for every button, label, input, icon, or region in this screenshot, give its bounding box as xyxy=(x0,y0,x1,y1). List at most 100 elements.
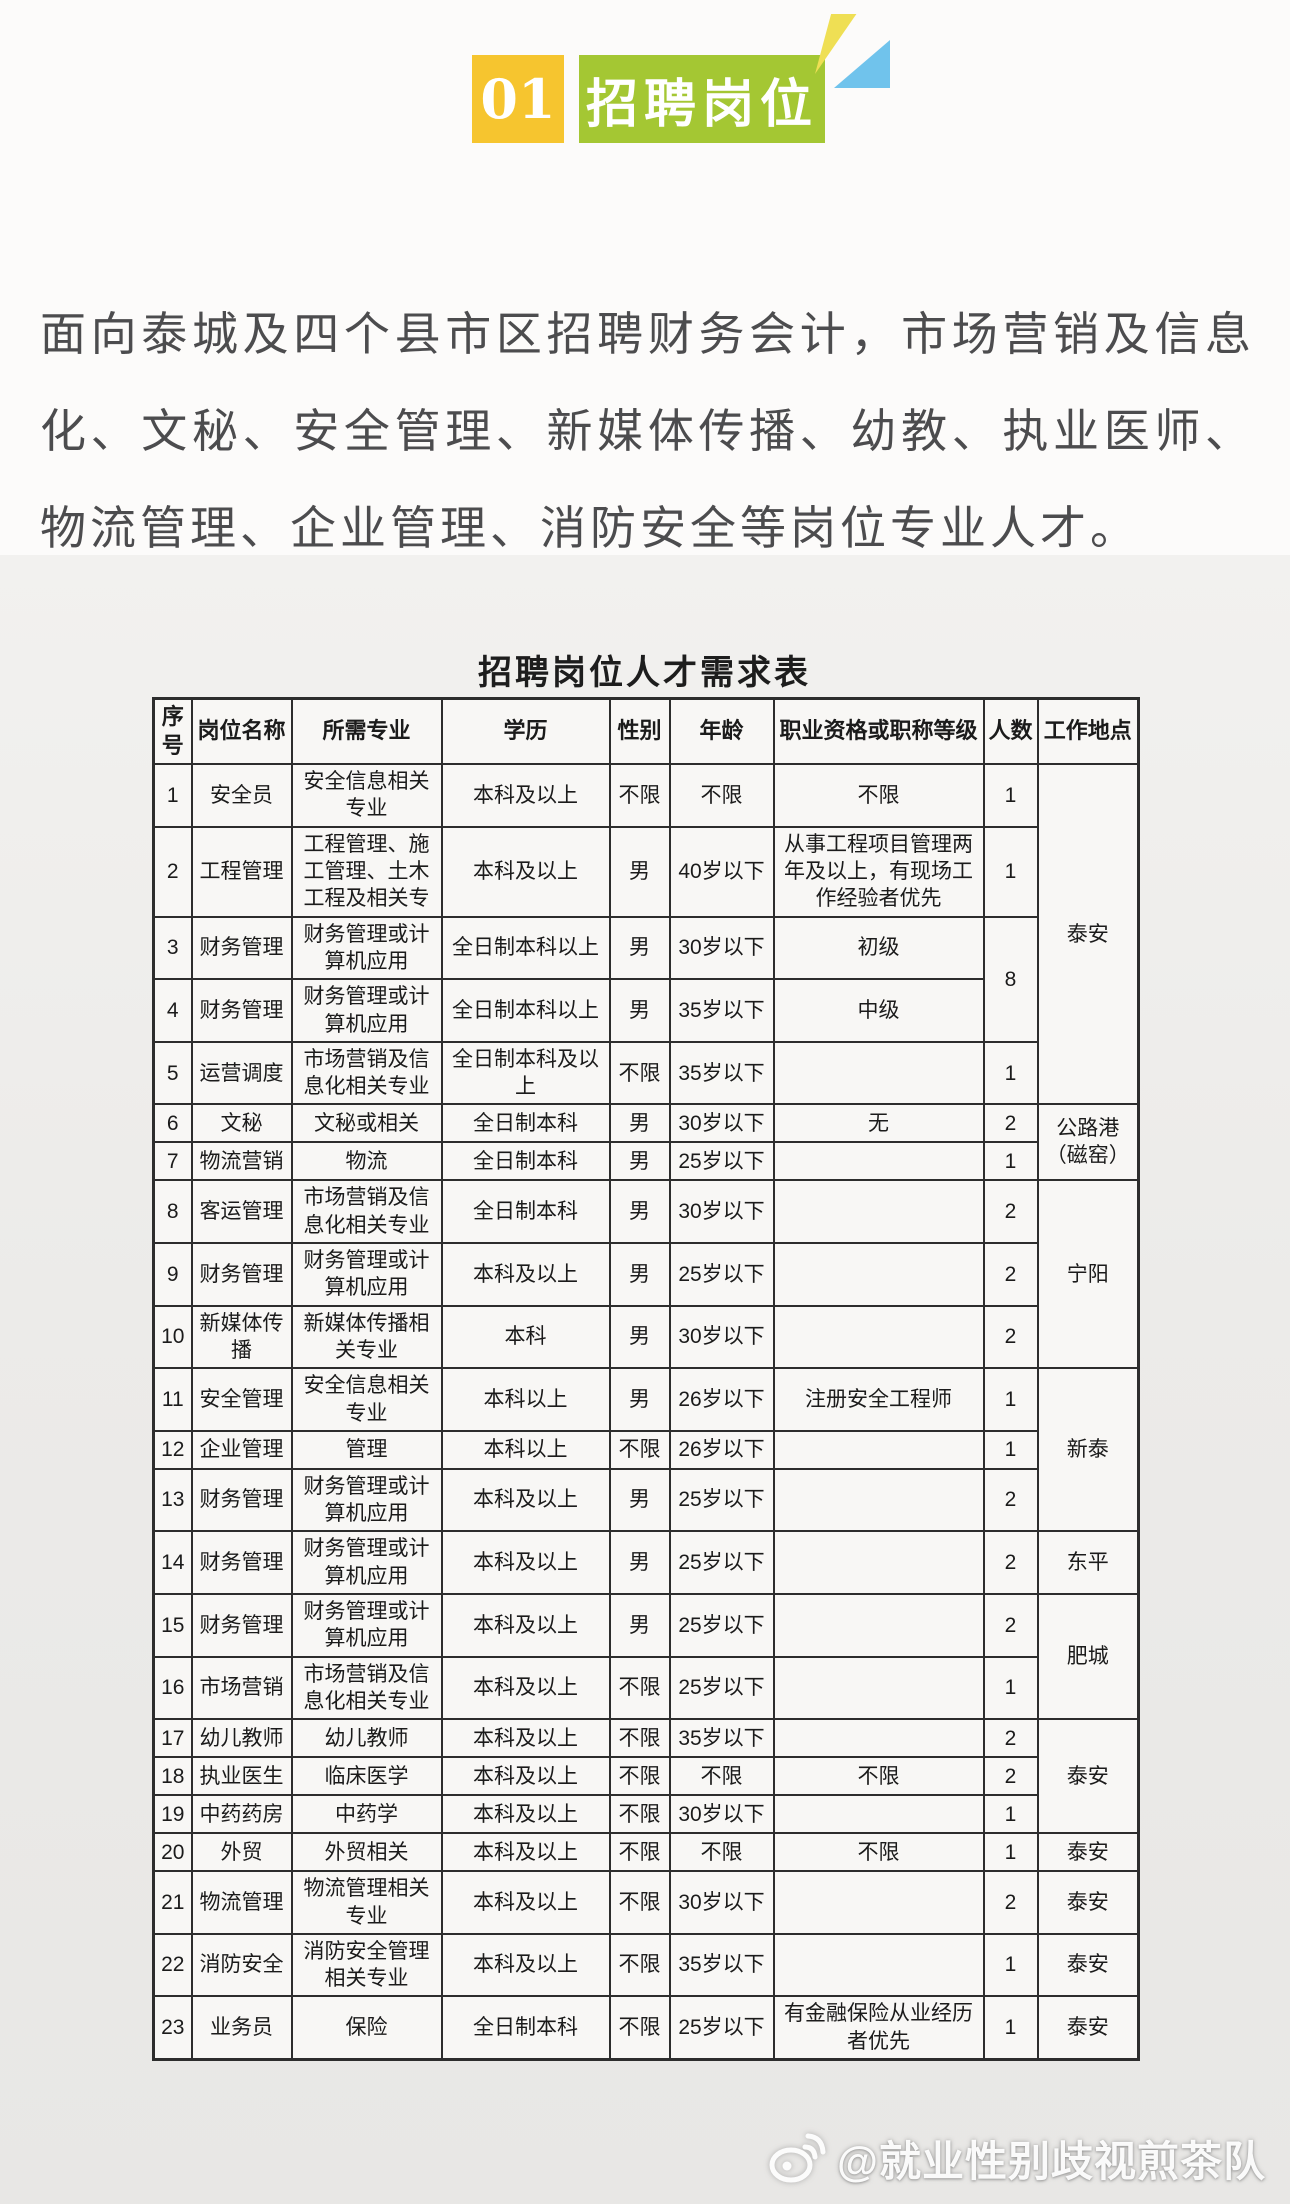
table-cell: 本科及以上 xyxy=(440,1932,611,1998)
table-cell: 21 xyxy=(152,1870,193,1935)
table-row: 23 业务员 保险 全日制本科 不限 25岁以下 有金融保险从业经历者优先 1 泰安 xyxy=(152,1995,1140,2061)
table-cell: 9 xyxy=(152,1242,193,1307)
table-row: 8 客运管理 市场营销及信息化相关专业 全日制本科男 30岁以下 2 宁阳 xyxy=(152,1179,1140,1370)
table-cell: 本科以上 xyxy=(440,1367,611,1432)
table-cell: 男 xyxy=(608,1242,671,1307)
table-cell: 本科及以上 xyxy=(440,1655,611,1721)
table-title: 招聘岗位人才需求表 xyxy=(478,655,811,692)
table-cell xyxy=(772,1870,985,1935)
table-cell: 新泰 xyxy=(1036,1367,1140,1533)
table-cell: 外贸 xyxy=(190,1832,293,1873)
table-cell: 企业管理 xyxy=(190,1429,293,1470)
table-cell: 22 xyxy=(152,1932,193,1998)
column-header: 所需专业 xyxy=(290,697,443,766)
decorative-blue-triangle xyxy=(834,40,890,88)
table-cell: 管理 xyxy=(290,1429,443,1470)
table-cell: 本科及以上 xyxy=(440,1870,611,1935)
table-cell: 不限 xyxy=(608,1429,671,1470)
table-cell: 不限 xyxy=(772,1756,985,1797)
table-cell: 35岁以下 xyxy=(668,1718,775,1759)
table-row: 1 安全员 安全信息相关专业 本科及以上 不限 不限 不限 1 泰安 xyxy=(152,763,1140,1106)
column-header: 年龄 xyxy=(668,697,775,766)
table-cell: 泰安 xyxy=(1036,1995,1140,2061)
table-cell: 男 xyxy=(608,825,671,918)
table-cell: 全日制本科 xyxy=(440,1179,611,1245)
table-cell: 男 xyxy=(608,1530,671,1596)
table-cell: 男 xyxy=(608,978,671,1043)
table-cell: 泰安 xyxy=(1036,1832,1140,1873)
table-cell: 从事工程项目管理两年及以上，有现场工作经验者优先 xyxy=(772,825,985,918)
table-cell: 本科 xyxy=(440,1304,611,1370)
table-cell: 2 xyxy=(982,1242,1039,1307)
table-cell: 不限 xyxy=(668,1832,775,1873)
intro-paragraph: 面向泰城及四个县市区招聘财务会计，市场营销及信息化、文秘、安全管理、新媒体传播、… xyxy=(40,308,1255,554)
table-cell: 30岁以下 xyxy=(668,1103,775,1144)
table-cell: 客运管理 xyxy=(190,1179,293,1245)
table-row: 11 安全管理 安全信息相关专业 本科以上男 26岁以下 注册安全工程师 1 新泰 xyxy=(152,1367,1140,1533)
table-cell: 1 xyxy=(982,763,1039,828)
table-cell: 35岁以下 xyxy=(668,978,775,1043)
table-cell: 外贸相关 xyxy=(290,1832,443,1873)
weibo-icon xyxy=(769,2133,827,2183)
table-row: 16 市场营销 市场营销及信息化相关专业 本科及以上 不限 25岁以下 1 xyxy=(152,1655,1139,1721)
table-cell: 东平 xyxy=(1036,1530,1140,1596)
table-cell: 保险 xyxy=(290,1995,443,2061)
table-row: 12 企业管理 管理 本科以上 不限 26岁以下 1 xyxy=(152,1429,1139,1470)
table-cell xyxy=(772,1141,985,1182)
table-row: 4 财务管理 财务管理或计算机应用 全日制本科以上男 35岁以下 中级 xyxy=(152,978,1139,1043)
table-cell: 1 xyxy=(982,1429,1039,1470)
table-cell: 不限 xyxy=(608,1870,671,1935)
table-cell: 本科及以上 xyxy=(440,763,611,828)
table-cell xyxy=(772,1467,985,1533)
table-cell: 财务管理 xyxy=(190,978,293,1043)
table-cell: 全日制本科 xyxy=(440,1995,611,2061)
table-cell: 本科以上 xyxy=(440,1429,611,1470)
table-cell: 不限 xyxy=(608,1040,671,1106)
table-cell: 幼儿教师 xyxy=(190,1718,293,1759)
table-cell: 幼儿教师 xyxy=(290,1718,443,1759)
table-cell: 1 xyxy=(982,1794,1039,1835)
table-cell: 2 xyxy=(982,1103,1039,1144)
table-cell: 安全信息相关专业 xyxy=(290,763,443,828)
table-cell: 有金融保险从业经历者优先 xyxy=(772,1995,985,2061)
table-row: 18 执业医生 临床医学 本科及以上 不限 不限 不限 2 xyxy=(152,1756,1139,1797)
table-cell: 不限 xyxy=(668,1756,775,1797)
table-cell: 5 xyxy=(152,1040,193,1106)
table-cell: 泰安 xyxy=(1036,1932,1140,1998)
table-row: 7 物流营销 物流 全日制本科男 25岁以下 1 xyxy=(152,1141,1139,1182)
table-cell: 不限 xyxy=(772,763,985,828)
table-cell: 不限 xyxy=(608,763,671,828)
table-cell: 2 xyxy=(982,1467,1039,1533)
table-cell: 本科及以上 xyxy=(440,1467,611,1533)
table-cell: 本科及以上 xyxy=(440,1530,611,1596)
table-cell: 12 xyxy=(152,1429,193,1470)
table-cell xyxy=(772,1242,985,1307)
table-cell: 财务管理或计算机应用 xyxy=(290,1467,443,1533)
table-cell: 16 xyxy=(152,1655,193,1721)
table-cell: 1 xyxy=(982,825,1039,918)
table-cell: 40岁以下 xyxy=(668,825,775,918)
table-cell: 2 xyxy=(982,1179,1039,1245)
table-cell: 本科及以上 xyxy=(440,825,611,918)
table-cell: 财务管理 xyxy=(190,1242,293,1307)
table-cell xyxy=(772,1794,985,1835)
section-number-badge: 01 xyxy=(472,55,564,143)
table-cell xyxy=(772,1304,985,1370)
table-row: 10 新媒体传播 新媒体传播相关专业 本科男 30岁以下 2 xyxy=(152,1304,1139,1370)
table-row: 3 财务管理 财务管理或计算机应用 全日制本科以上男 30岁以下 初级 8 xyxy=(152,915,1139,1043)
column-header: 人数 xyxy=(982,697,1039,766)
table-cell: 本科及以上 xyxy=(440,1593,611,1658)
table-cell: 物流管理 xyxy=(190,1870,293,1935)
table-cell: 无 xyxy=(772,1103,985,1144)
table-cell: 不限 xyxy=(608,1718,671,1759)
table-row: 19 中药药房 中药学 本科及以上 不限 30岁以下 1 xyxy=(152,1794,1139,1835)
table-cell: 18 xyxy=(152,1756,193,1797)
table-cell: 不限 xyxy=(608,1995,671,2061)
table-cell: 25岁以下 xyxy=(668,1242,775,1307)
table-cell: 11 xyxy=(152,1367,193,1432)
table-cell: 业务员 xyxy=(190,1995,293,2061)
table-cell: 25岁以下 xyxy=(668,1141,775,1182)
table-cell: 17 xyxy=(152,1718,193,1759)
table-cell xyxy=(772,1932,985,1998)
table-cell: 30岁以下 xyxy=(668,1179,775,1245)
